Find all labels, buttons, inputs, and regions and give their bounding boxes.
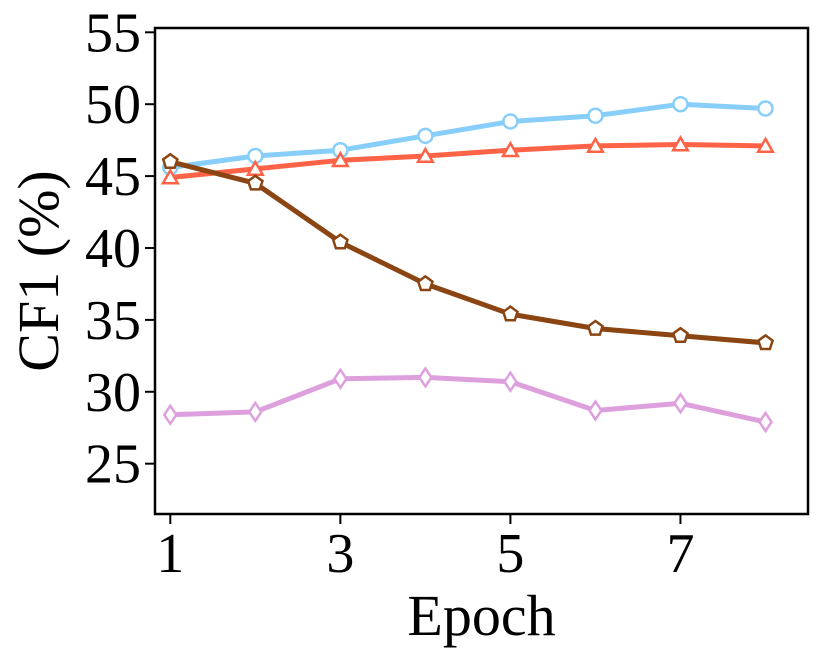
- plot-frame: [153, 26, 810, 516]
- series-group: [160, 95, 775, 434]
- y-tick-label: 35: [85, 290, 141, 352]
- data-point: [756, 333, 775, 351]
- y-tick-label: 50: [85, 74, 141, 136]
- y-axis-ticks: 25 30 35 40 45 50 55: [85, 2, 155, 496]
- data-point: [671, 326, 690, 344]
- data-point: [502, 113, 519, 130]
- data-point: [500, 140, 520, 158]
- x-tick-label: 5: [496, 523, 524, 585]
- data-point: [672, 95, 689, 113]
- y-tick-label: 55: [85, 2, 141, 64]
- series-triangle: [160, 135, 775, 185]
- data-point: [332, 367, 348, 391]
- y-tick-label: 25: [85, 434, 141, 496]
- data-point: [247, 400, 263, 424]
- data-point: [416, 274, 434, 292]
- data-point: [757, 100, 774, 117]
- series-diamond: [162, 366, 774, 434]
- y-tick-label: 45: [85, 146, 141, 208]
- series-line: [167, 101, 768, 170]
- data-point: [501, 305, 519, 322]
- data-point: [502, 370, 518, 393]
- x-tick-label: 7: [666, 523, 694, 585]
- y-tick-label: 40: [85, 218, 141, 280]
- series-line: [167, 142, 768, 180]
- data-point: [330, 150, 350, 168]
- x-tick-label: 1: [156, 523, 184, 585]
- y-axis-title: CF1 (%): [6, 170, 71, 371]
- x-tick-label: 3: [326, 523, 354, 585]
- plot-area: [153, 26, 810, 516]
- data-point: [160, 168, 180, 185]
- data-point: [585, 136, 605, 153]
- x-axis-ticks: 1 3 5 7: [156, 514, 694, 585]
- data-point: [417, 366, 433, 389]
- data-point: [162, 403, 178, 427]
- data-point: [417, 127, 434, 145]
- series-line: [167, 159, 768, 346]
- data-point: [672, 392, 689, 415]
- data-point: [331, 233, 349, 250]
- data-point: [161, 152, 179, 170]
- data-point: [415, 146, 435, 163]
- data-point: [757, 410, 774, 434]
- series-pentagon: [161, 152, 775, 351]
- data-point: [670, 135, 690, 152]
- data-point: [246, 174, 264, 191]
- series-line: [167, 374, 768, 425]
- data-point: [586, 319, 605, 336]
- x-axis-title: Epoch: [407, 583, 555, 648]
- data-point: [587, 399, 603, 422]
- data-point: [755, 136, 775, 153]
- y-tick-label: 30: [85, 362, 141, 424]
- data-point: [587, 107, 604, 124]
